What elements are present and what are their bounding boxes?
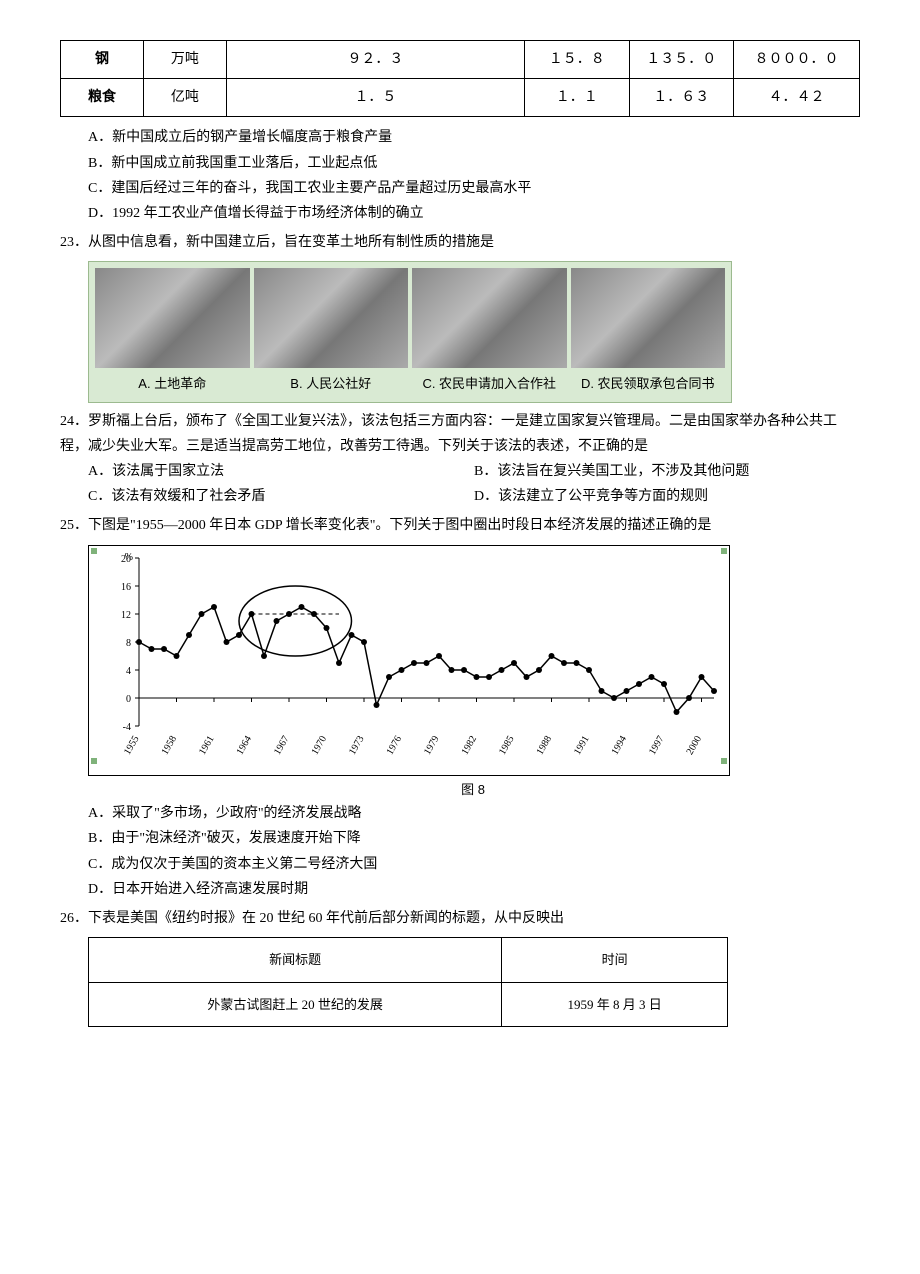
svg-text:8: 8	[126, 638, 131, 649]
svg-text:1979: 1979	[422, 734, 442, 757]
table-header-row: 新闻标题 时间	[89, 938, 728, 982]
q24-option-b: B．该法旨在复兴美国工业，不涉及其他问题	[474, 459, 860, 484]
q24-option-d: D．该法建立了公平竞争等方面的规则	[474, 484, 860, 509]
q25-text: 25．下图是"1955—2000 年日本 GDP 增长率变化表"。下列关于图中圈…	[60, 513, 860, 538]
row-unit: 万吨	[143, 41, 226, 79]
photo-placeholder	[412, 268, 567, 368]
q23-panel-c: C. 农民申请加入合作社	[412, 268, 567, 395]
gdp-chart-caption: 图 8	[86, 778, 860, 801]
svg-text:1994: 1994	[610, 734, 630, 757]
svg-text:1997: 1997	[647, 734, 667, 757]
svg-text:1985: 1985	[497, 734, 517, 757]
q23-panel-d: D. 农民领取承包合同书	[571, 268, 726, 395]
q25-option-b: B．由于"泡沫经济"破灭，发展速度开始下降	[88, 826, 860, 851]
photo-placeholder	[254, 268, 409, 368]
row-unit: 亿吨	[143, 79, 226, 117]
svg-text:0: 0	[126, 694, 131, 705]
col-header-title: 新闻标题	[89, 938, 502, 982]
q25-option-c: C．成为仅次于美国的资本主义第二号经济大国	[88, 852, 860, 877]
gdp-chart: %-40481216201955195819611964196719701973…	[88, 545, 730, 776]
cell: １．６３	[629, 79, 733, 117]
panel-caption: A. 土地革命	[95, 372, 250, 395]
svg-text:1964: 1964	[235, 734, 255, 757]
row-label: 钢	[61, 41, 144, 79]
q22-option-b: B．新中国成立前我国重工业落后，工业起点低	[88, 151, 860, 176]
table-row: 粮食 亿吨 １．５ １．１ １．６３ ４．４２	[61, 79, 860, 117]
svg-text:12: 12	[121, 610, 131, 621]
svg-text:1958: 1958	[160, 734, 180, 757]
svg-text:1955: 1955	[122, 734, 142, 757]
svg-text:1976: 1976	[385, 734, 405, 757]
svg-text:16: 16	[121, 582, 131, 593]
svg-text:1970: 1970	[310, 734, 330, 757]
q26-text: 26．下表是美国《纽约时报》在 20 世纪 60 年代前后部分新闻的标题，从中反…	[60, 906, 860, 931]
cell: ４．４２	[733, 79, 859, 117]
news-table: 新闻标题 时间 外蒙古试图赶上 20 世纪的发展 1959 年 8 月 3 日	[88, 937, 728, 1027]
news-title-cell: 外蒙古试图赶上 20 世纪的发展	[89, 982, 502, 1026]
q25-option-d: D．日本开始进入经济高速发展时期	[88, 877, 860, 902]
cell: １．１	[525, 79, 629, 117]
panel-caption: C. 农民申请加入合作社	[412, 372, 567, 395]
panel-caption: D. 农民领取承包合同书	[571, 372, 726, 395]
svg-text:1982: 1982	[460, 734, 480, 757]
gdp-chart-svg: %-40481216201955195819611964196719701973…	[89, 546, 729, 766]
svg-text:1991: 1991	[572, 734, 592, 757]
cell: １．５	[226, 79, 524, 117]
table-row: 钢 万吨 ９２．３ １５．８ １３５．０ ８０００．０	[61, 41, 860, 79]
table-row: 外蒙古试图赶上 20 世纪的发展 1959 年 8 月 3 日	[89, 982, 728, 1026]
svg-text:-4: -4	[123, 722, 131, 733]
svg-text:1988: 1988	[535, 734, 555, 757]
photo-placeholder	[95, 268, 250, 368]
q22-option-a: A．新中国成立后的钢产量增长幅度高于粮食产量	[88, 125, 860, 150]
q24-option-c: C．该法有效缓和了社会矛盾	[88, 484, 474, 509]
panel-caption: B. 人民公社好	[254, 372, 409, 395]
q22-option-d: D．1992 年工农业产值增长得益于市场经济体制的确立	[88, 201, 860, 226]
q25-option-a: A．采取了"多市场，少政府"的经济发展战略	[88, 801, 860, 826]
q24-options: A．该法属于国家立法 B．该法旨在复兴美国工业，不涉及其他问题 C．该法有效缓和…	[88, 459, 860, 509]
q23-text: 23．从图中信息看，新中国建立后，旨在变革土地所有制性质的措施是	[60, 230, 860, 255]
cell: ８０００．０	[733, 41, 859, 79]
news-time-cell: 1959 年 8 月 3 日	[502, 982, 728, 1026]
q24-text: 24．罗斯福上台后，颁布了《全国工业复兴法》，该法包括三方面内容：一是建立国家复…	[60, 409, 860, 459]
cell: ９２．３	[226, 41, 524, 79]
q22-option-c: C．建国后经过三年的奋斗，我国工农业主要产品产量超过历史最高水平	[88, 176, 860, 201]
cell: １５．８	[525, 41, 629, 79]
q24-option-a: A．该法属于国家立法	[88, 459, 474, 484]
svg-text:4: 4	[126, 666, 131, 677]
q23-image-strip: A. 土地革命 B. 人民公社好 C. 农民申请加入合作社 D. 农民领取承包合…	[88, 261, 732, 402]
q23-panel-a: A. 土地革命	[95, 268, 250, 395]
q23-panel-b: B. 人民公社好	[254, 268, 409, 395]
svg-text:20: 20	[121, 554, 131, 565]
production-table: 钢 万吨 ９２．３ １５．８ １３５．０ ８０００．０ 粮食 亿吨 １．５ １．…	[60, 40, 860, 117]
svg-text:1967: 1967	[272, 734, 292, 757]
row-label: 粮食	[61, 79, 144, 117]
cell: １３５．０	[629, 41, 733, 79]
photo-placeholder	[571, 268, 726, 368]
svg-text:2000: 2000	[685, 734, 705, 757]
col-header-time: 时间	[502, 938, 728, 982]
svg-text:1973: 1973	[347, 734, 367, 757]
svg-text:1961: 1961	[197, 734, 217, 757]
